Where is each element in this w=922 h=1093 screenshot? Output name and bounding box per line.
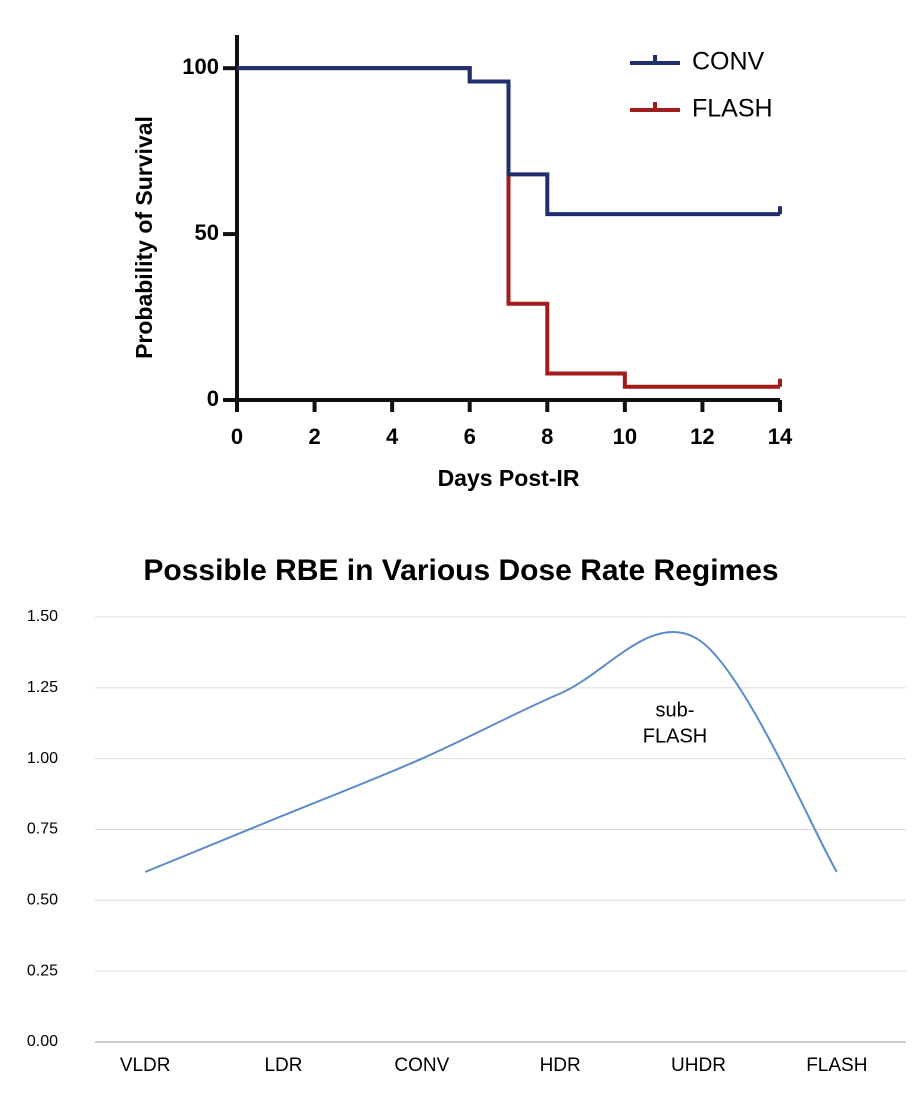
x-tick-label: 10: [613, 424, 637, 449]
x-tick-label: HDR: [540, 1055, 581, 1076]
x-tick-label: 8: [541, 424, 553, 449]
x-tick-label: 2: [308, 424, 320, 449]
y-tick-label: 0.75: [27, 821, 58, 838]
chart-title: Possible RBE in Various Dose Rate Regime…: [143, 554, 778, 587]
y-axis-label: Probability of Survival: [131, 116, 157, 359]
y-tick-label: 1.50: [27, 608, 58, 625]
y-tick-label: 50: [195, 220, 219, 245]
x-tick-label: LDR: [264, 1055, 302, 1076]
y-tick-label: 0.25: [27, 962, 58, 979]
x-tick-label: FLASH: [806, 1055, 867, 1076]
x-tick-label: 12: [690, 424, 714, 449]
y-tick-label: 0.50: [27, 892, 58, 909]
x-tick-label: 0: [231, 424, 243, 449]
y-tick-label: 0: [207, 386, 219, 411]
x-tick-label: 6: [464, 424, 476, 449]
survival-line: [237, 66, 780, 217]
y-tick-label: 0.00: [27, 1033, 58, 1050]
legend-label: FLASH: [692, 95, 773, 123]
x-tick-label: VLDR: [120, 1055, 171, 1076]
x-tick-label: UHDR: [671, 1055, 726, 1076]
x-tick-label: 4: [386, 424, 399, 449]
legend-label: CONV: [692, 48, 765, 76]
x-tick-label: 14: [768, 424, 793, 449]
annotation: FLASH: [643, 725, 707, 747]
x-axis-label: Days Post-IR: [438, 465, 580, 491]
y-tick-label: 100: [182, 54, 219, 79]
rbe-line: [144, 631, 838, 873]
y-tick-label: 1.25: [27, 679, 58, 696]
annotation: sub-: [656, 699, 695, 721]
x-tick-label: CONV: [394, 1055, 449, 1076]
y-tick-label: 1.00: [27, 750, 58, 767]
